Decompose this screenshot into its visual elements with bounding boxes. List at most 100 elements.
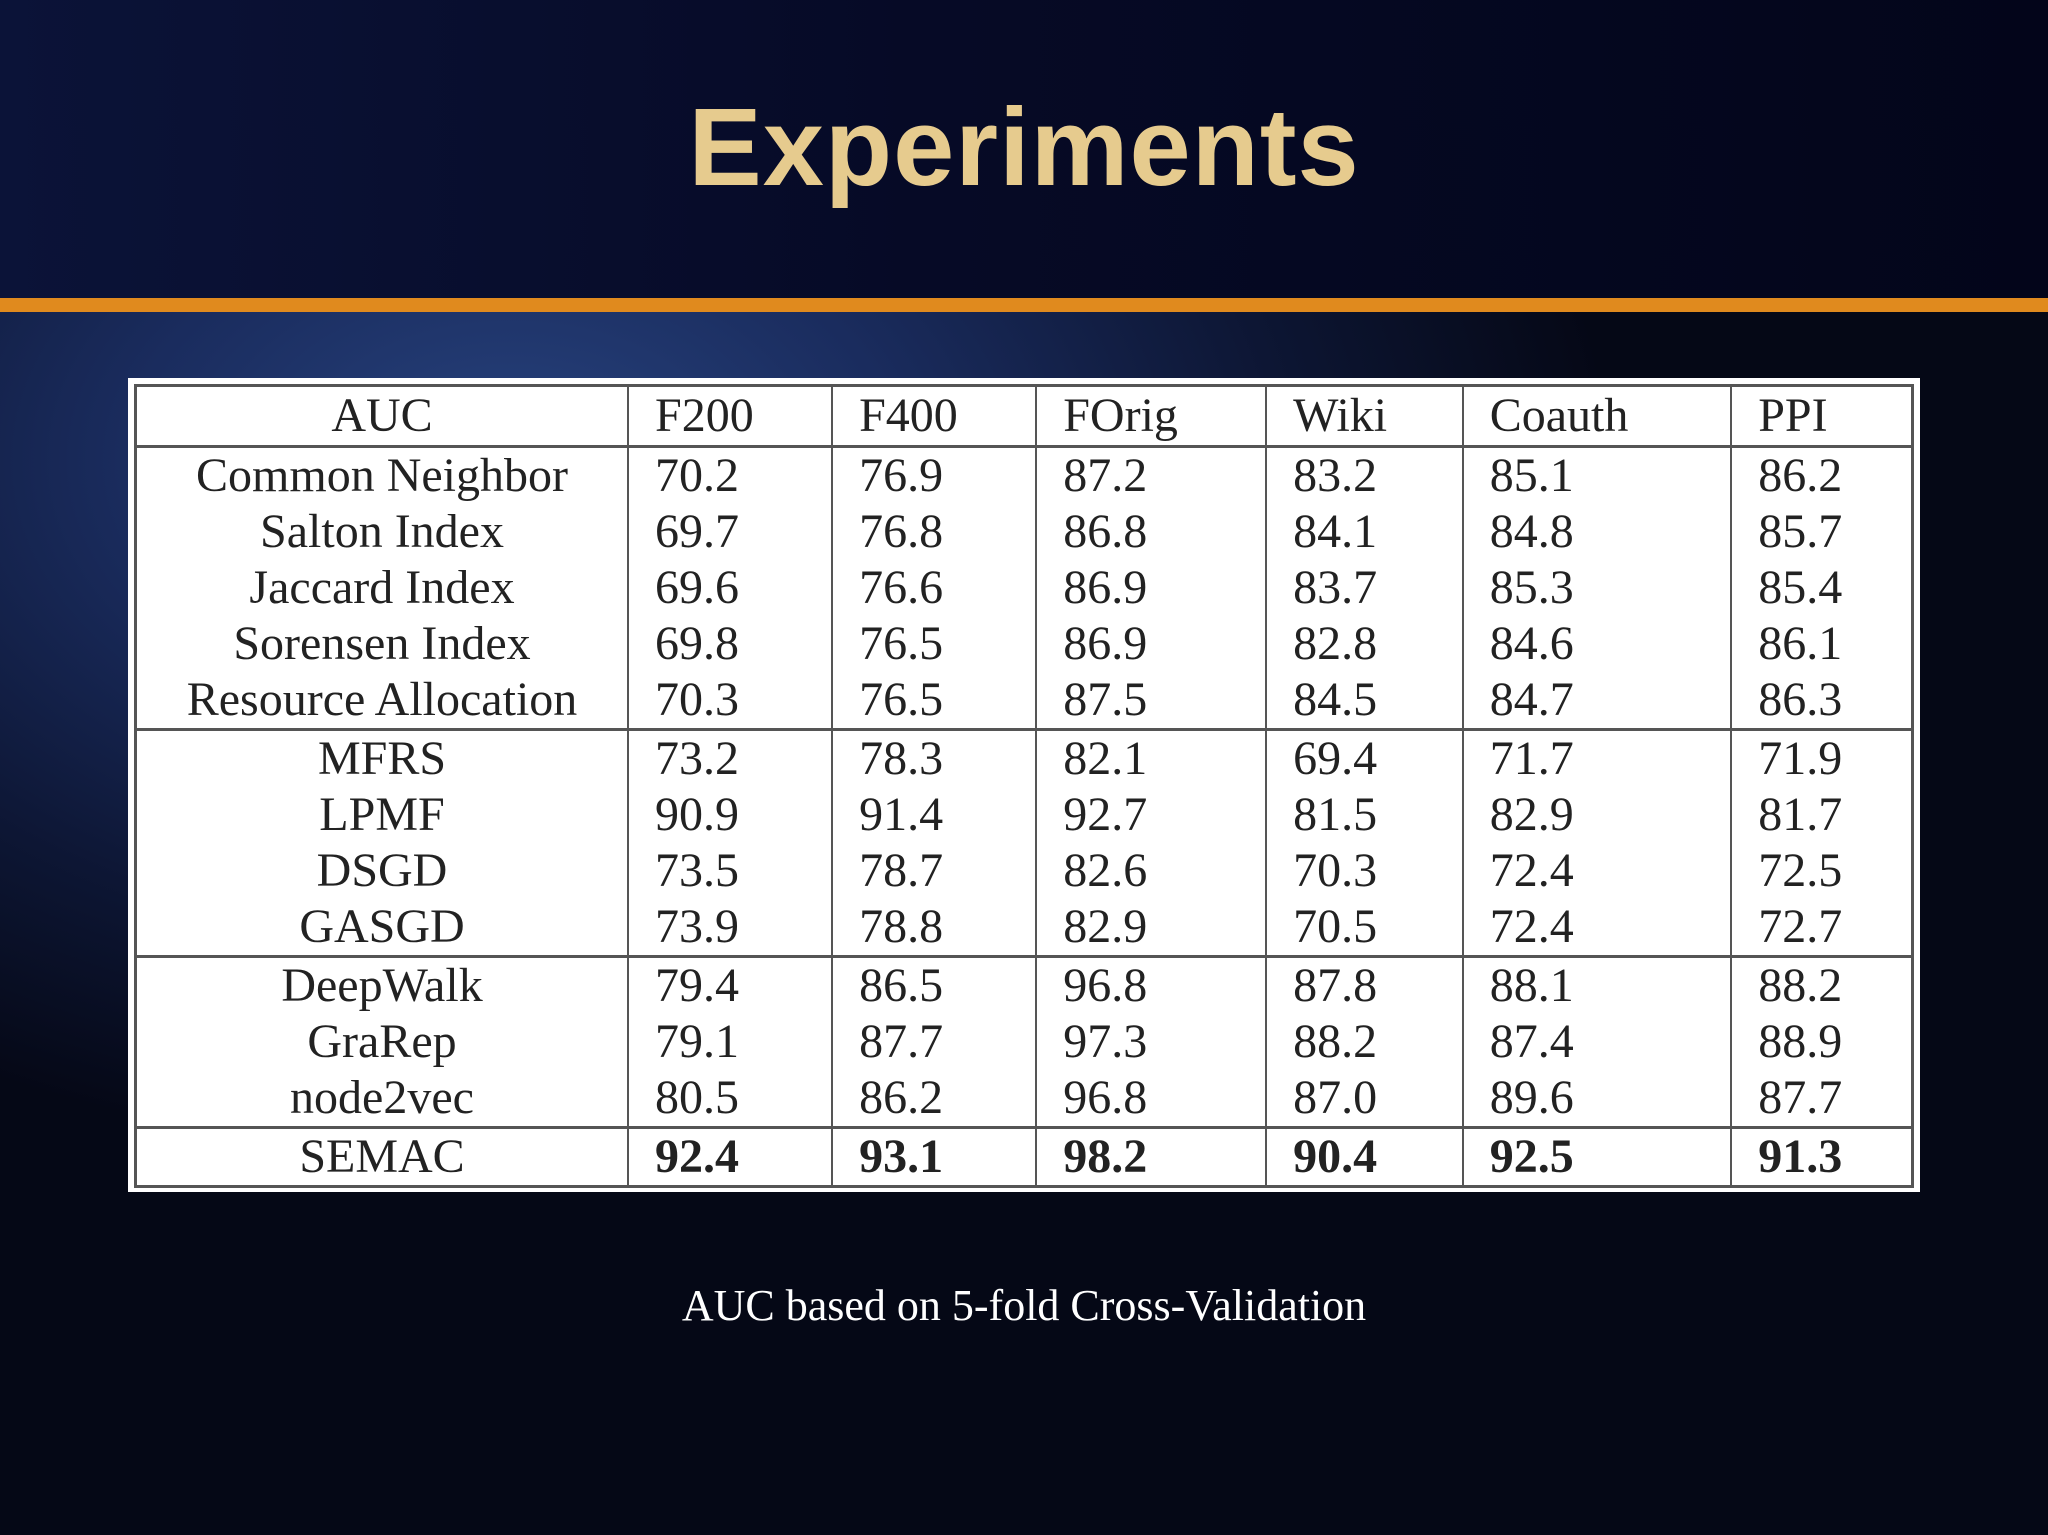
auc-value-cell: 82.9: [1461, 787, 1733, 843]
auc-value-cell: 80.5: [626, 1070, 834, 1128]
method-name-cell: Salton Index: [134, 504, 629, 560]
auc-value-cell: 84.8: [1461, 504, 1733, 560]
auc-value-cell: 98.2: [1035, 1126, 1268, 1187]
table-body: Common Neighbor 70.2 76.9 87.2 83.2 85.1 86.2 S…: [134, 446, 1914, 1187]
method-name-cell: MFRS: [134, 728, 629, 787]
auc-value-cell: 87.7: [831, 1014, 1038, 1070]
auc-value-cell: 70.2: [626, 446, 834, 504]
auc-value-cell: 87.8: [1265, 955, 1464, 1014]
column-header: AUC: [134, 385, 629, 448]
table-row: LPMF 90.9 91.4 92.7 81.5 82.9 81.7: [134, 787, 1914, 843]
auc-value-cell: 76.8: [831, 504, 1038, 560]
method-name-cell: Common Neighbor: [134, 446, 629, 504]
auc-value-cell: 88.1: [1461, 955, 1733, 1014]
auc-value-cell: 86.2: [1730, 446, 1914, 504]
auc-value-cell: 86.5: [831, 955, 1038, 1014]
auc-value-cell: 73.9: [626, 899, 834, 957]
auc-value-cell: 85.1: [1461, 446, 1733, 504]
auc-value-cell: 84.6: [1461, 616, 1733, 672]
method-name-cell: DSGD: [134, 843, 629, 899]
auc-value-cell: 71.9: [1730, 728, 1914, 787]
auc-value-cell: 84.5: [1265, 672, 1464, 730]
auc-value-cell: 70.3: [1265, 843, 1464, 899]
auc-value-cell: 69.6: [626, 560, 834, 616]
auc-value-cell: 85.4: [1730, 560, 1914, 616]
auc-value-cell: 83.7: [1265, 560, 1464, 616]
method-name-cell: Resource Allocation: [134, 672, 629, 730]
table-row: Common Neighbor 70.2 76.9 87.2 83.2 85.1 86.2: [134, 446, 1914, 504]
auc-value-cell: 93.1: [831, 1126, 1038, 1187]
auc-value-cell: 81.5: [1265, 787, 1464, 843]
method-name-cell: LPMF: [134, 787, 629, 843]
auc-value-cell: 70.3: [626, 672, 834, 730]
method-name-cell: node2vec: [134, 1070, 629, 1128]
table-row: DSGD 73.5 78.7 82.6 70.3 72.4 72.5: [134, 843, 1914, 899]
auc-value-cell: 91.3: [1730, 1126, 1914, 1187]
column-header: F400: [831, 385, 1038, 448]
auc-value-cell: 76.9: [831, 446, 1038, 504]
auc-value-cell: 85.7: [1730, 504, 1914, 560]
column-header: FOrig: [1035, 385, 1268, 448]
auc-value-cell: 76.5: [831, 616, 1038, 672]
auc-value-cell: 86.1: [1730, 616, 1914, 672]
column-header: Coauth: [1461, 385, 1733, 448]
auc-value-cell: 96.8: [1035, 955, 1268, 1014]
auc-value-cell: 86.9: [1035, 560, 1268, 616]
auc-value-cell: 84.7: [1461, 672, 1733, 730]
auc-value-cell: 73.5: [626, 843, 834, 899]
column-header: F200: [626, 385, 834, 448]
auc-value-cell: 87.5: [1035, 672, 1268, 730]
slide-header: Experiments: [0, 0, 2048, 298]
method-name-cell: GASGD: [134, 899, 629, 957]
method-name-cell: Jaccard Index: [134, 560, 629, 616]
auc-value-cell: 72.7: [1730, 899, 1914, 957]
auc-value-cell: 72.4: [1461, 843, 1733, 899]
auc-value-cell: 86.3: [1730, 672, 1914, 730]
table-row: DeepWalk 79.4 86.5 96.8 87.8 88.1 88.2: [134, 955, 1914, 1014]
table-row: Salton Index 69.7 76.8 86.8 84.1 84.8 85.7: [134, 504, 1914, 560]
auc-value-cell: 82.8: [1265, 616, 1464, 672]
auc-value-cell: 69.8: [626, 616, 834, 672]
auc-value-cell: 71.7: [1461, 728, 1733, 787]
auc-value-cell: 72.5: [1730, 843, 1914, 899]
auc-value-cell: 92.5: [1461, 1126, 1733, 1187]
slide-title: Experiments: [688, 86, 1360, 209]
table-header-row: AUC F200 F400 FOrig Wiki Coauth PPI: [134, 385, 1914, 448]
auc-value-cell: 79.4: [626, 955, 834, 1014]
method-name-cell: SEMAC: [134, 1126, 629, 1187]
column-header: Wiki: [1265, 385, 1464, 448]
auc-value-cell: 89.6: [1461, 1070, 1733, 1128]
column-header: PPI: [1730, 385, 1914, 448]
auc-value-cell: 87.0: [1265, 1070, 1464, 1128]
auc-value-cell: 73.2: [626, 728, 834, 787]
auc-value-cell: 76.6: [831, 560, 1038, 616]
auc-value-cell: 72.4: [1461, 899, 1733, 957]
table-row: Resource Allocation 70.3 76.5 87.5 84.5 84.7 8…: [134, 672, 1914, 730]
auc-value-cell: 82.9: [1035, 899, 1268, 957]
auc-value-cell: 81.7: [1730, 787, 1914, 843]
auc-value-cell: 83.2: [1265, 446, 1464, 504]
auc-value-cell: 92.7: [1035, 787, 1268, 843]
table-row: Sorensen Index 69.8 76.5 86.9 82.8 84.6 86.1: [134, 616, 1914, 672]
accent-divider: [0, 298, 2048, 312]
auc-value-cell: 91.4: [831, 787, 1038, 843]
table-caption: AUC based on 5-fold Cross-Validation: [681, 1281, 1367, 1330]
table-row: MFRS 73.2 78.3 82.1 69.4 71.7 71.9: [134, 728, 1914, 787]
table-row: Jaccard Index 69.6 76.6 86.9 83.7 85.3 85.4: [134, 560, 1914, 616]
auc-value-cell: 87.7: [1730, 1070, 1914, 1128]
auc-value-cell: 90.9: [626, 787, 834, 843]
auc-value-cell: 78.3: [831, 728, 1038, 787]
table-row: GraRep 79.1 87.7 97.3 88.2 87.4 88.9: [134, 1014, 1914, 1070]
table-row: SEMAC 92.4 93.1 98.2 90.4 92.5 91.3: [134, 1126, 1914, 1187]
auc-value-cell: 70.5: [1265, 899, 1464, 957]
auc-value-cell: 76.5: [831, 672, 1038, 730]
auc-value-cell: 86.9: [1035, 616, 1268, 672]
method-name-cell: Sorensen Index: [134, 616, 629, 672]
auc-value-cell: 78.7: [831, 843, 1038, 899]
table-row: node2vec 80.5 86.2 96.8 87.0 89.6 87.7: [134, 1070, 1914, 1128]
auc-value-cell: 69.4: [1265, 728, 1464, 787]
auc-value-cell: 82.1: [1035, 728, 1268, 787]
auc-value-cell: 84.1: [1265, 504, 1464, 560]
auc-table: AUC F200 F400 FOrig Wiki Coauth PPI Comm…: [134, 384, 1914, 1188]
auc-table-panel: AUC F200 F400 FOrig Wiki Coauth PPI Comm…: [128, 378, 1920, 1192]
